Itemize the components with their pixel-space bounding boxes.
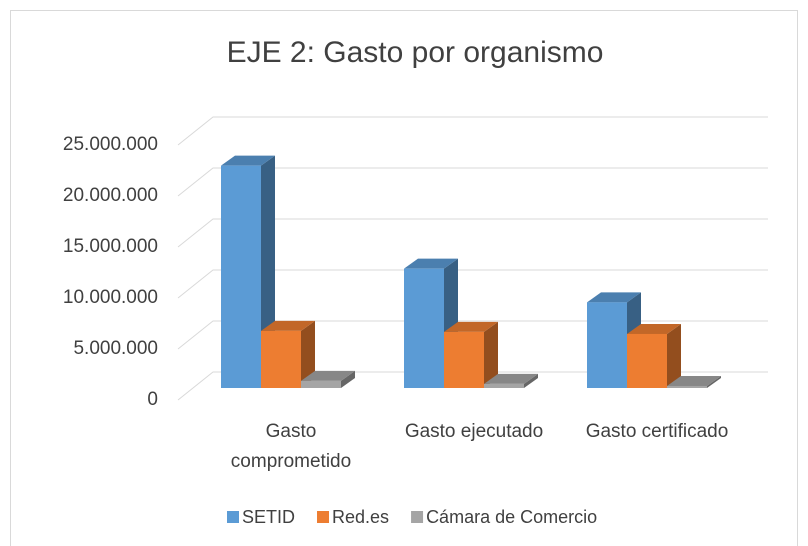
- grid-line: [177, 320, 768, 350]
- legend-swatch: [227, 511, 239, 523]
- grid-line: [177, 371, 768, 401]
- bar-top: [484, 373, 538, 384]
- bar: [221, 165, 261, 388]
- legend-label: SETID: [242, 507, 295, 527]
- y-tick-label: 25.000.000: [63, 134, 158, 155]
- bar-top: [221, 155, 275, 166]
- bar-top: [261, 320, 315, 331]
- bar: [627, 333, 667, 388]
- y-tick-label: 10.000.000: [63, 287, 158, 308]
- bar-side: [667, 323, 681, 388]
- legend-swatch: [411, 511, 424, 523]
- grid-line: [177, 218, 768, 248]
- legend-label: Red.es: [332, 507, 389, 527]
- bar-top: [444, 321, 498, 332]
- bar: [444, 331, 484, 388]
- bar-side: [301, 320, 315, 388]
- grid-line: [177, 116, 768, 146]
- x-tick-label: Gasto certificado: [586, 421, 729, 442]
- bar: [484, 383, 524, 388]
- bar: [587, 302, 627, 388]
- grid-line: [177, 167, 768, 197]
- bar-side: [341, 370, 355, 388]
- bar-side: [524, 373, 538, 388]
- bar: [301, 380, 341, 388]
- chart-title: EJE 2: Gasto por organismo: [227, 36, 604, 69]
- x-tick-label: Gasto ejecutado: [405, 421, 543, 442]
- bar-top: [587, 292, 641, 303]
- grid-line: [177, 269, 768, 299]
- bar-top: [667, 375, 721, 386]
- bar: [404, 268, 444, 388]
- y-tick-label: 15.000.000: [63, 236, 158, 257]
- y-tick-label: 5.000.000: [73, 338, 158, 359]
- legend-label: Cámara de Comercio: [426, 507, 597, 527]
- bar-side: [707, 375, 721, 388]
- bar-side: [484, 321, 498, 388]
- x-tick-label: Gasto comprometido: [231, 421, 351, 472]
- bar: [261, 330, 301, 388]
- bar-top: [404, 258, 458, 269]
- bar-top: [627, 323, 681, 334]
- bar-top: [301, 370, 355, 381]
- bar: [667, 385, 707, 388]
- y-tick-label: 20.000.000: [63, 185, 158, 206]
- chart-border: [10, 10, 798, 546]
- y-tick-label: 0: [147, 389, 158, 410]
- legend-swatch: [317, 511, 330, 523]
